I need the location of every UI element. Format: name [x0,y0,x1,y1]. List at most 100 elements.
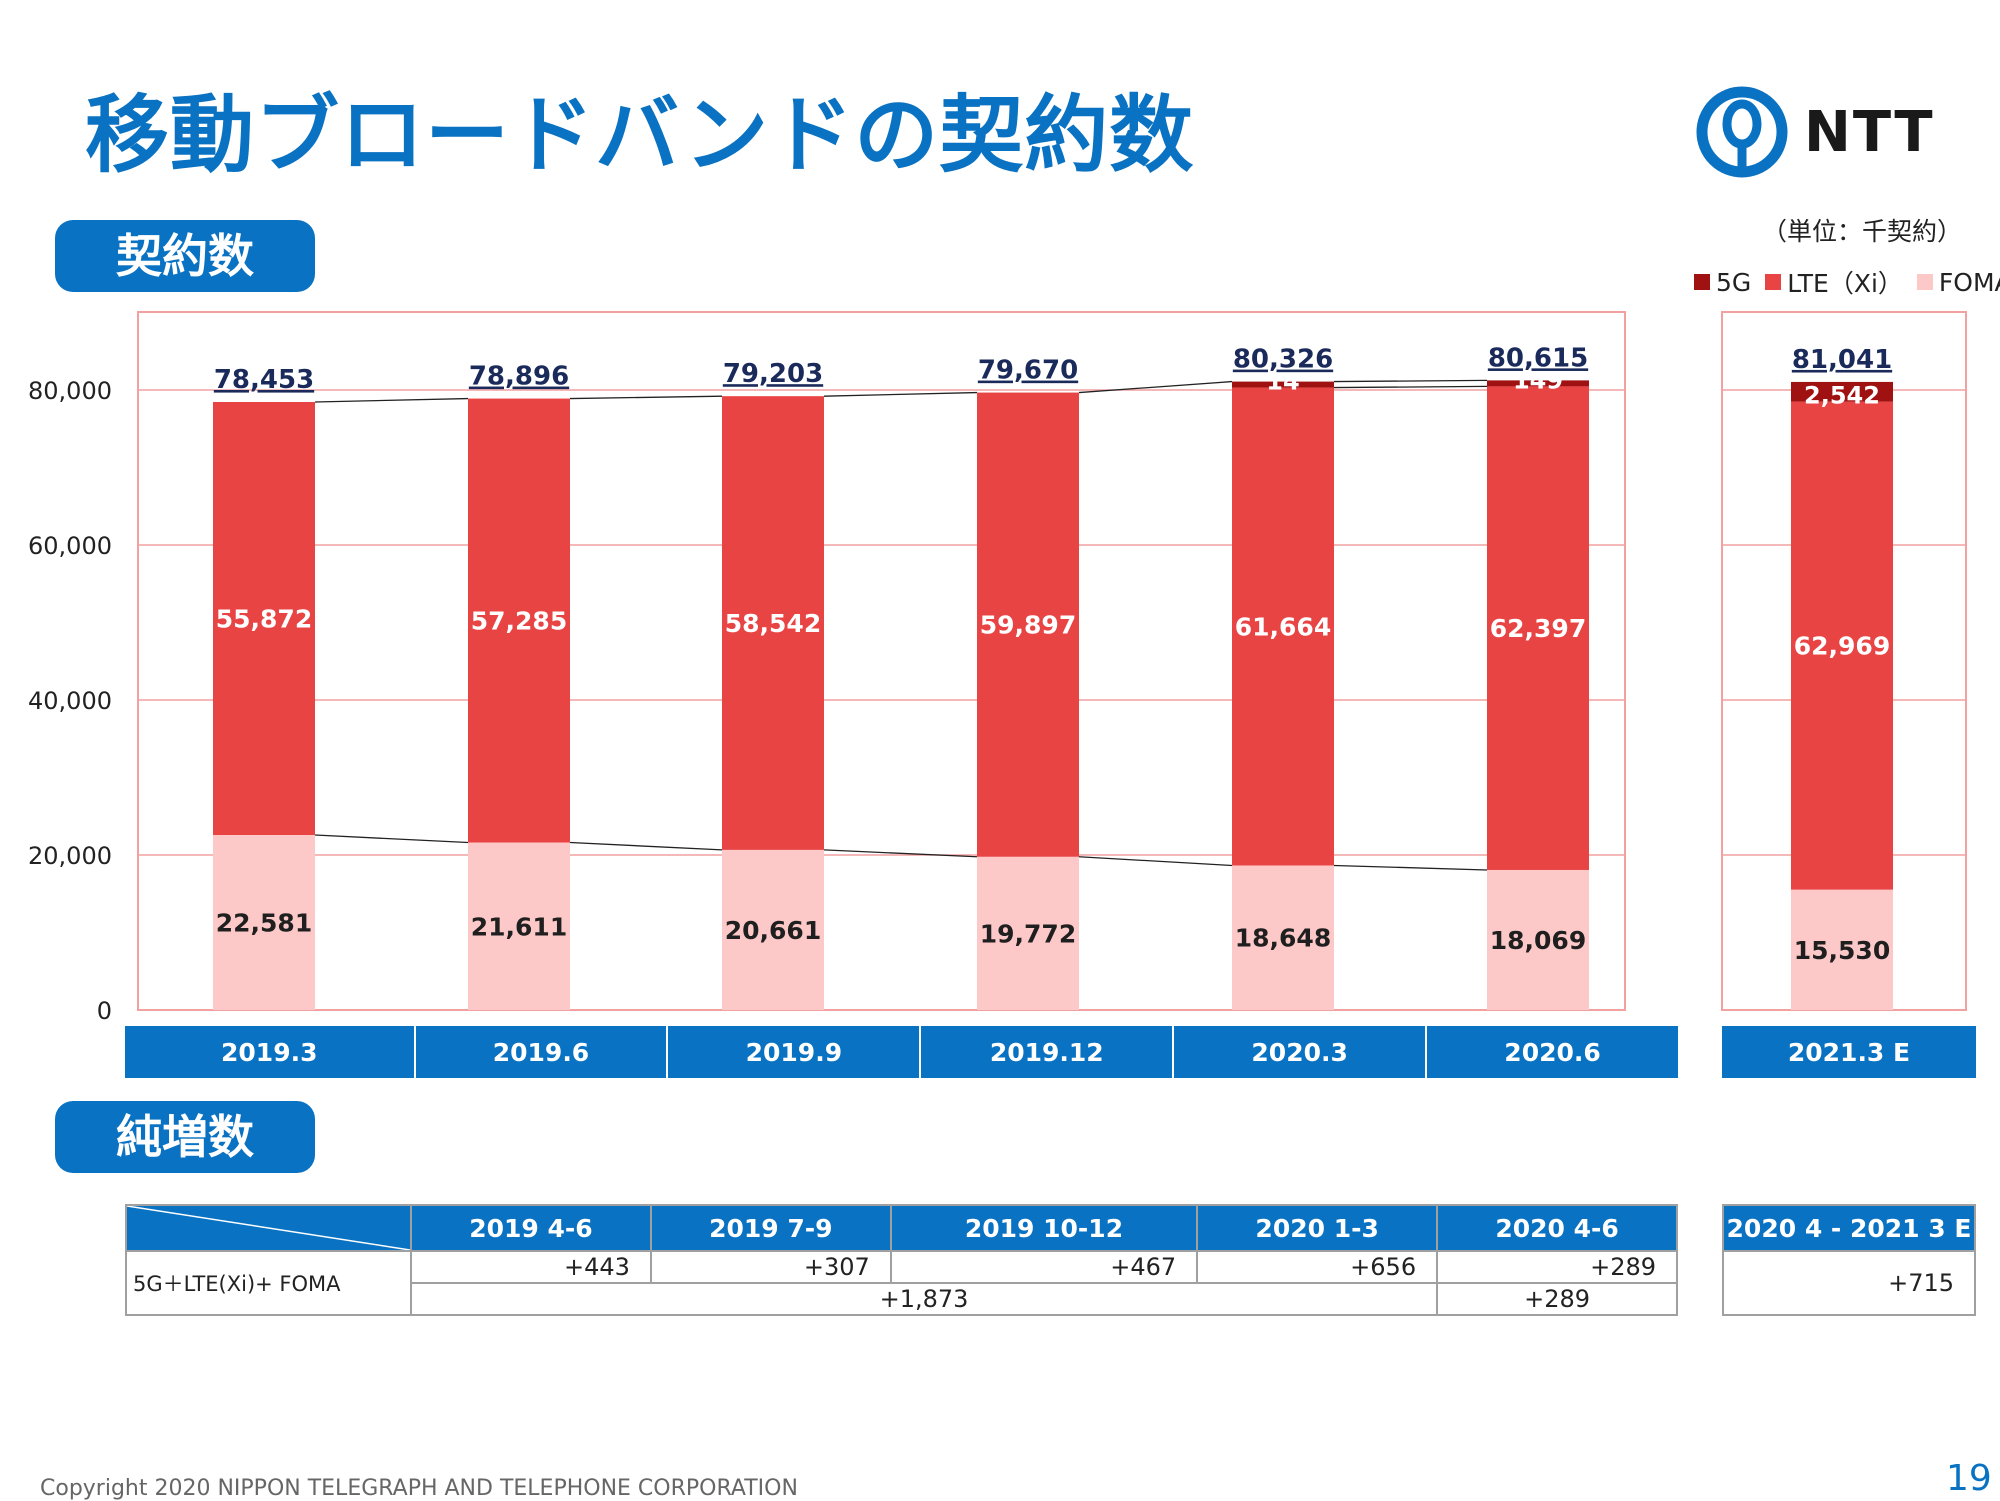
data-label-5g: 2,542 [1804,382,1880,410]
series-line-foma [569,841,723,851]
series-line-total [314,397,469,403]
data-label-foma: 22,581 [216,908,312,937]
data-label-foma: 15,530 [1794,936,1890,965]
series-line-total [569,395,723,400]
legend-label-5g: 5G [1716,267,1752,297]
legend-swatch-5g [1694,274,1710,290]
table-cell: +467 [889,1250,1199,1284]
table-cell: +443 [410,1250,652,1284]
legend-label-lte: LTE（Xi） [1787,269,1903,298]
y-tick-label: 20,000 [28,842,112,870]
category-label: 2020.3 [1174,1026,1428,1078]
bar-lte [722,396,824,850]
category-label: 2019.12 [921,1026,1175,1078]
data-label-lte: 61,664 [1235,613,1331,642]
net-increase-table: 2019 4-6 2019 7-9 2019 10-12 2020 1-3 20… [125,1204,1678,1316]
diagonal-line [127,1206,410,1250]
table-subtotal-fy2020: +289 [1436,1282,1678,1316]
bar-lte [1791,401,1893,890]
data-label-total: 81,041 [1792,345,1892,375]
series-line-total [823,391,978,397]
y-tick-label: 80,000 [28,377,112,405]
table-cell: +656 [1196,1250,1439,1284]
forecast-header: 2020 4 - 2021 3 E [1722,1204,1976,1252]
table-corner-cell [125,1204,412,1252]
bar-lte [213,401,315,835]
bar-foma [1791,889,1893,1010]
data-label-foma: 21,611 [471,912,567,941]
stacked-bar-chart: 0 20,000 40,000 60,000 80,000 22,581 55,872 78,… [28,311,1967,1025]
data-label-foma: 18,069 [1490,926,1586,955]
data-label-total: 79,670 [978,356,1078,386]
bar-lte [468,398,570,843]
table-header-cell: 2019 4-6 [410,1204,652,1252]
table-header-cell: 2020 4-6 [1436,1204,1678,1252]
page-title: 移動ブロードバンドの契約数 [85,86,1195,184]
forecast-table: 2020 4 - 2021 3 E +715 [1722,1204,1976,1316]
series-line-foma [1078,856,1233,867]
bar-foma [213,834,315,1010]
bar-5g [1487,380,1589,387]
category-label: 2019.9 [668,1026,922,1078]
y-tick-label: 0 [97,997,112,1025]
section-contracts-label: 契約数 [55,220,315,292]
unit-label: （単位：千契約） [1762,217,1963,246]
copyright-footer: Copyright 2020 NIPPON TELEGRAPH AND TELE… [40,1476,798,1501]
legend-swatch-lte [1765,274,1782,290]
legend-label-foma: FOMA [1938,267,2000,297]
bar-foma [468,842,570,1010]
table-row-label: 5G＋LTE(Xi)+ FOMA [125,1250,412,1316]
series-line-lte [1333,385,1488,389]
series-line-foma [1333,864,1488,871]
bar-lte [1232,387,1334,866]
y-tick-label: 60,000 [28,532,112,560]
chart-legend: 5G LTE（Xi） FOMA [1694,264,2000,300]
logo-text: NTT [1804,100,1935,165]
data-label-lte: 57,285 [471,607,567,636]
page-number: 19 [1946,1458,1992,1499]
bar-lte [1487,386,1589,870]
table-cell: +307 [649,1250,892,1284]
data-label-5g: 14 [1266,368,1299,396]
table-header-cell: 2019 10-12 [889,1204,1199,1252]
series-line-foma [314,834,469,844]
data-label-5g: 149 [1513,366,1563,394]
data-label-total: 80,615 [1488,343,1588,373]
data-label-total: 80,326 [1233,345,1333,375]
data-label-total: 78,896 [469,362,569,392]
data-label-lte: 58,542 [725,609,821,638]
plot-frame-main [137,311,1626,1011]
data-label-total: 79,203 [723,359,823,389]
series-line-total [1078,380,1233,394]
data-label-lte: 62,397 [1490,614,1586,643]
bar-5g [1791,381,1893,402]
data-label-total: 78,453 [214,365,314,395]
data-label-lte: 62,969 [1794,632,1890,661]
category-header-bar: 2019.3 2019.6 2019.9 2019.12 2020.3 2020… [125,1026,1678,1078]
bar-foma [1487,869,1589,1010]
bar-foma [1232,865,1334,1010]
forecast-value: +715 [1722,1250,1976,1316]
table-subtotal-fy2019: +1,873 [409,1282,1439,1316]
category-label: 2019.3 [125,1026,416,1078]
table-header-cell: 2019 7-9 [649,1204,892,1252]
data-label-foma: 19,772 [980,919,1076,948]
data-label-lte: 59,897 [980,611,1076,640]
y-tick-label: 40,000 [28,687,112,715]
series-line-foma [823,849,978,858]
section-net-increase-label: 純増数 [55,1101,315,1173]
legend-swatch-foma [1916,274,1933,290]
data-label-foma: 18,648 [1235,924,1331,953]
bar-lte [977,392,1079,857]
series-line-total [1333,379,1488,383]
table-header-cell: 2020 1-3 [1196,1204,1439,1252]
table-cell: +289 [1436,1250,1678,1284]
ntt-logo: NTT [1694,84,1935,178]
bar-foma [722,849,824,1010]
category-label-forecast: 2021.3 E [1722,1026,1976,1078]
category-label: 2020.6 [1427,1026,1678,1078]
bar-5g [1232,381,1334,388]
data-label-lte: 55,872 [216,604,312,633]
data-label-foma: 20,661 [725,916,821,945]
ntt-logo-icon [1696,86,1788,178]
